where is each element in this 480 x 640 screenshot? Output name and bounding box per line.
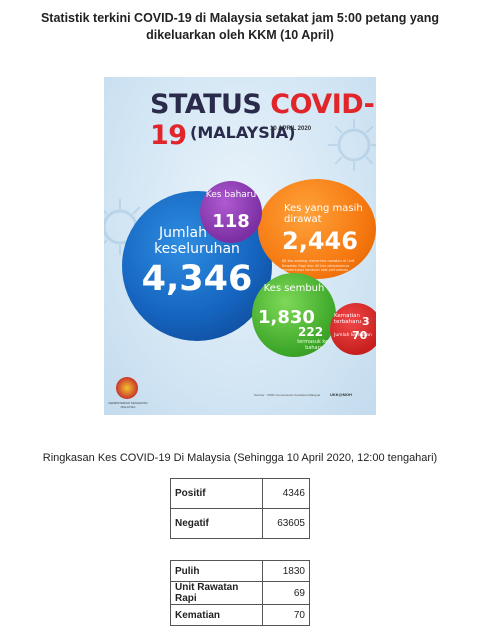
active-cases-label: Kes yang masih dirawat	[284, 203, 363, 225]
tests-table: Positif 4346 Negatif 63605	[170, 478, 310, 539]
table-row: Pulih 1830	[170, 560, 310, 582]
infographic-date: 10 APRIL 2020	[270, 126, 312, 132]
article-headline: Statistik terkini COVID-19 di Malaysia s…	[40, 11, 440, 42]
infographic-subtitle: (MALAYSIA)	[190, 123, 296, 142]
new-cases-bubble: Kes baharu 118	[200, 181, 262, 243]
outcomes-table: Pulih 1830 Unit Rawatan Rapi 69 Kematian…	[170, 560, 310, 626]
total-deaths-value: 70	[352, 329, 368, 342]
recovered-bubble: Kes sembuh 1,830 222 termasuk kes baharu	[252, 273, 336, 357]
total-deaths-label: Jumlah kematian	[334, 333, 372, 338]
new-deaths-label: Kematian terbaharu	[334, 313, 362, 325]
table-cell-label: Negatif	[170, 508, 263, 539]
crest-caption: KEMENTERIAN KESIHATAN MALAYSIA	[108, 401, 148, 409]
deaths-bubble: Kematian terbaharu 3 Jumlah kematian 70	[330, 303, 376, 355]
recovered-label: Kes sembuh	[263, 283, 325, 294]
table-cell-value: 4346	[262, 478, 310, 509]
table-cell-value: 70	[262, 604, 310, 626]
table-row: Positif 4346	[170, 478, 310, 509]
virus-decoration-icon	[327, 118, 376, 172]
new-cases-label: Kes baharu	[205, 190, 257, 200]
summary-title: Ringkasan Kes COVID-19 Di Malaysia (Sehi…	[42, 452, 438, 464]
active-cases-bubble: Kes yang masih dirawat 2,446 88 kes seda…	[258, 179, 376, 279]
covid-status-infographic: STATUS COVID-19 (MALAYSIA) 10 APRIL 2020…	[104, 77, 376, 415]
table-row: Unit Rawatan Rapi 69	[170, 581, 310, 605]
table-cell-value: 1830	[262, 560, 310, 582]
table-row: Kematian 70	[170, 604, 310, 626]
table-cell-value: 63605	[262, 508, 310, 539]
table-row: Negatif 63605	[170, 508, 310, 539]
table-cell-label: Kematian	[170, 604, 263, 626]
total-cases-value: 4,346	[141, 259, 253, 299]
recovered-value: 1,830	[258, 307, 315, 328]
recovered-new-value: 222	[298, 325, 324, 339]
source-note: Sumber : CPRC Kementerian Kesihatan Mala…	[254, 393, 321, 397]
new-cases-value: 118	[212, 211, 250, 232]
table-cell-label: Positif	[170, 478, 263, 509]
recovered-new-label: termasuk kes baharu	[297, 339, 331, 351]
icu-note: 88 kes sedang menerima rawatan di Unit R…	[282, 259, 355, 272]
brand-watermark: UKK@MOH	[330, 392, 352, 397]
moh-crest-icon	[116, 377, 138, 399]
table-cell-label: Unit Rawatan Rapi	[170, 581, 263, 605]
new-deaths-value: 3	[362, 315, 370, 328]
active-cases-value: 2,446	[282, 227, 358, 255]
infographic-title: STATUS COVID-19	[150, 89, 375, 151]
table-cell-label: Pulih	[170, 560, 263, 582]
table-cell-value: 69	[262, 581, 310, 605]
